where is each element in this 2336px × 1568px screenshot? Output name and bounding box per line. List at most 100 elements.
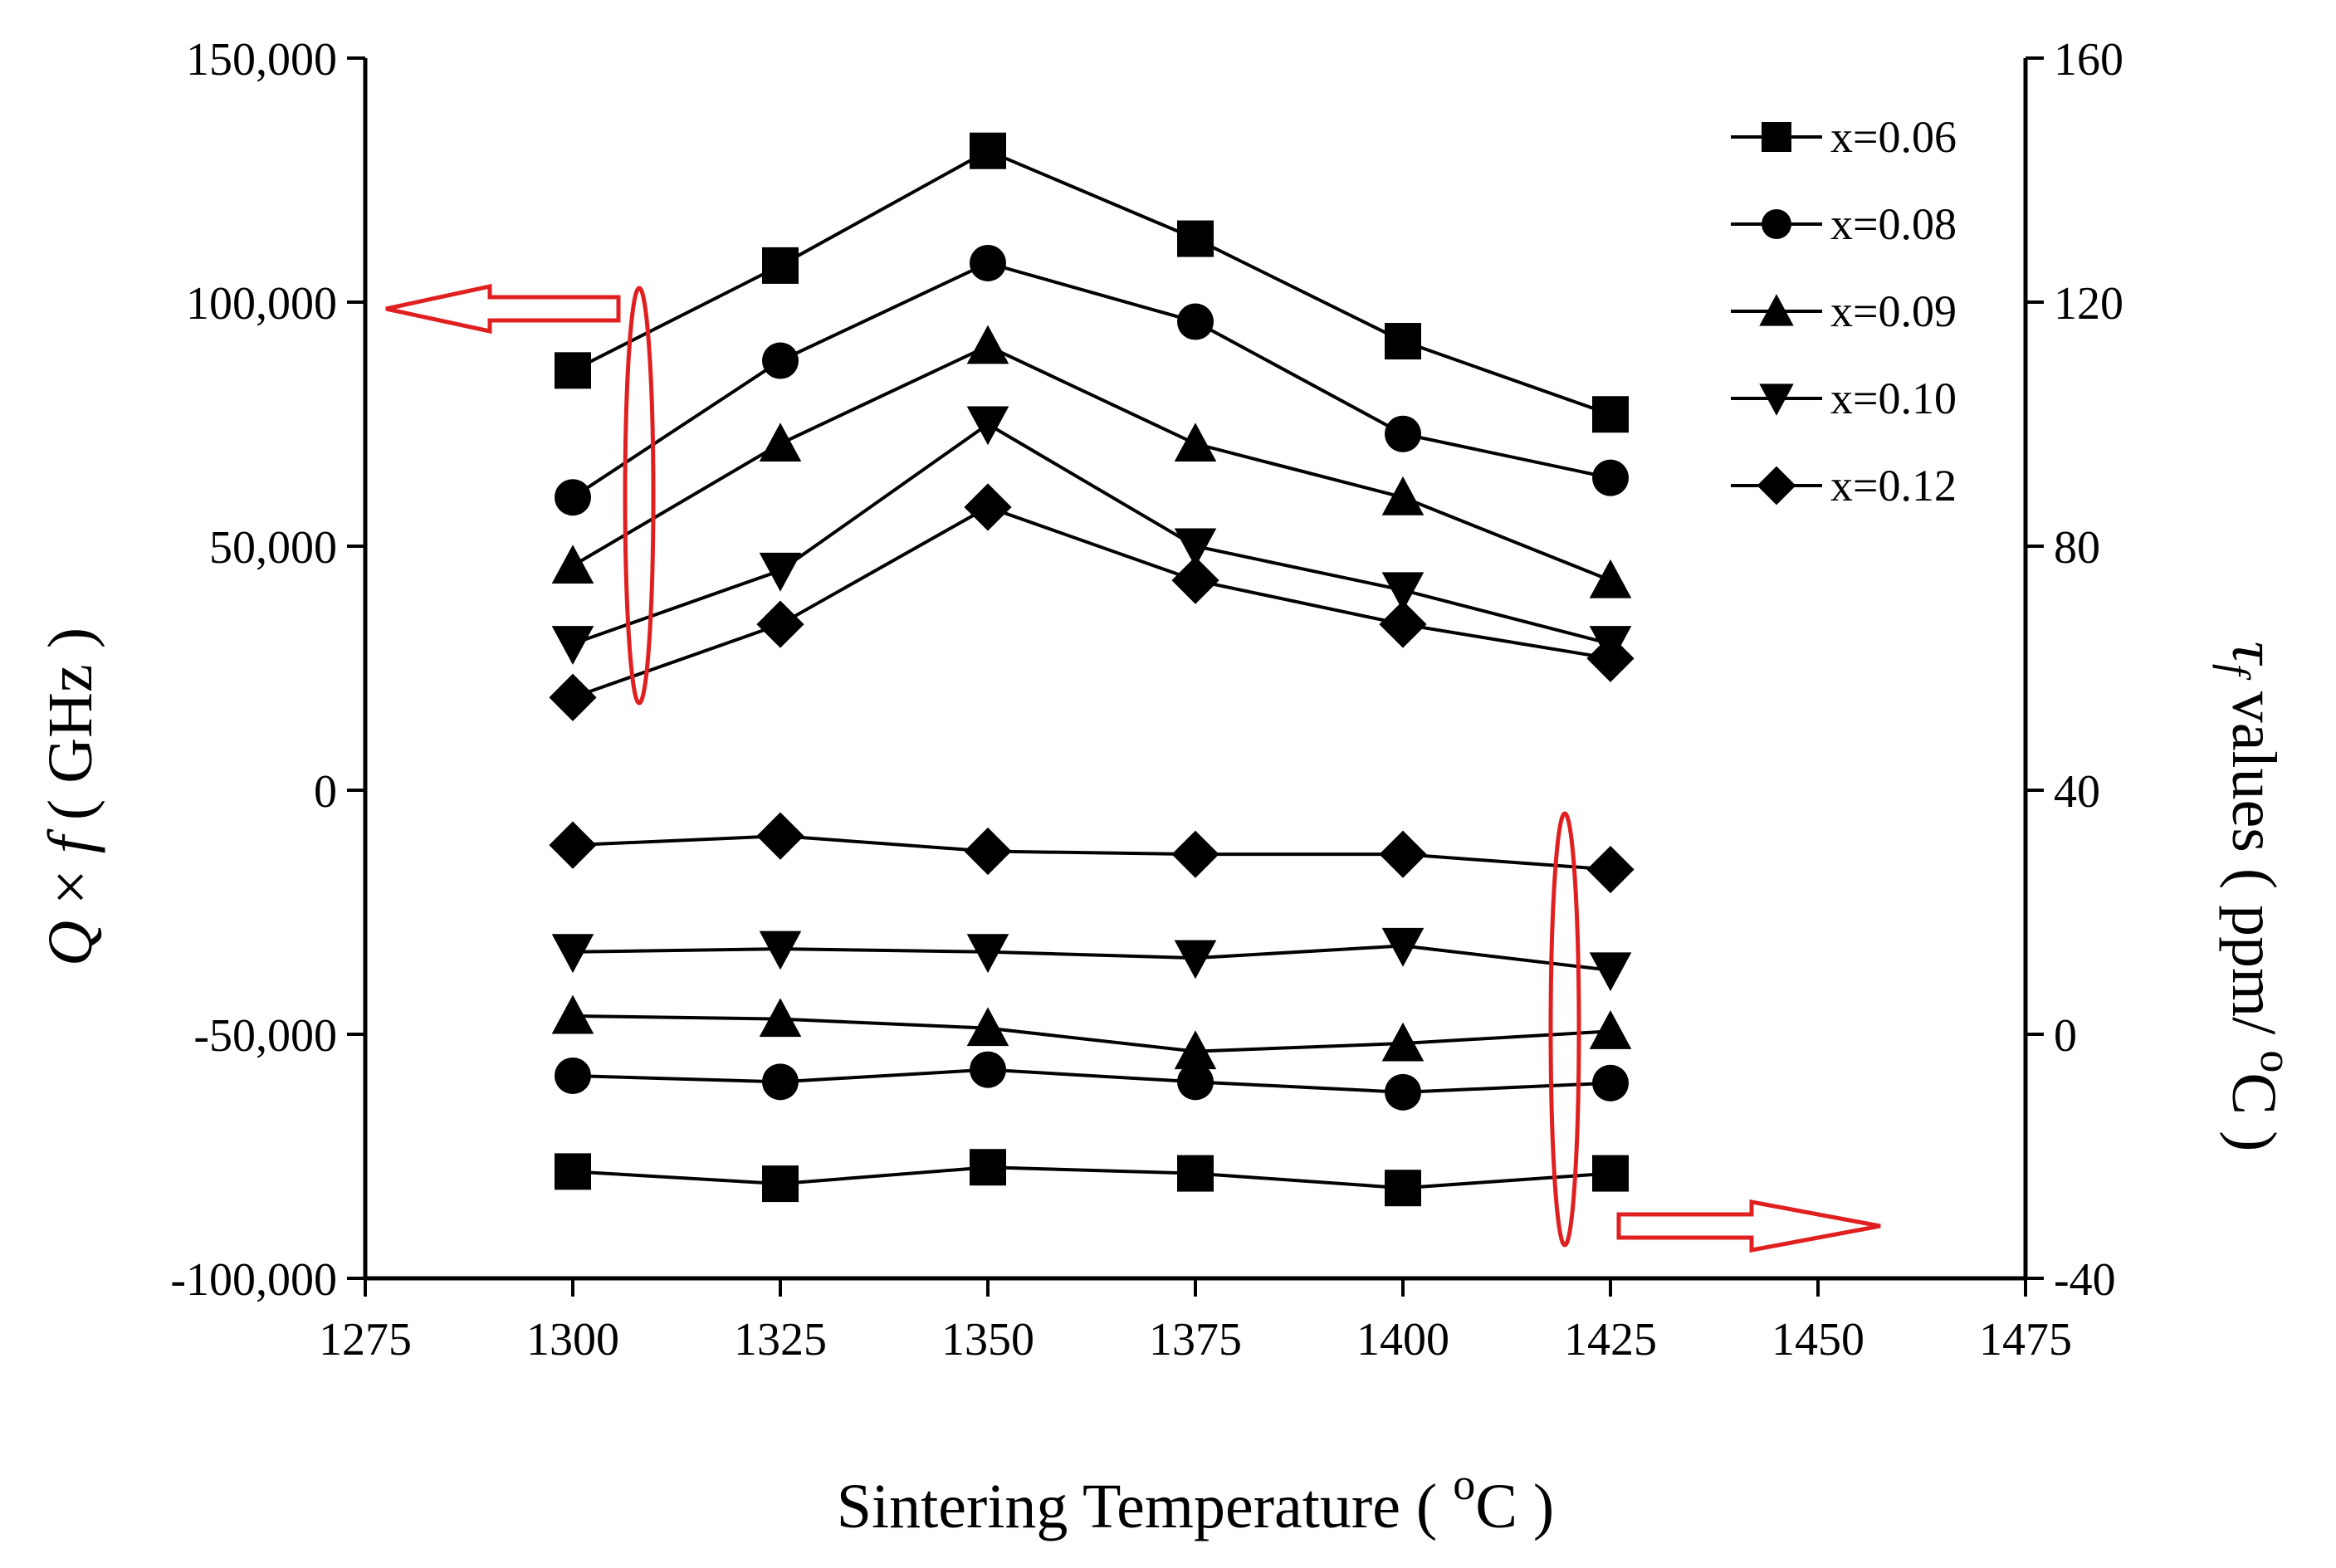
left-axis-arrow	[385, 283, 621, 335]
series-layer	[549, 132, 1635, 1207]
data-point	[1174, 528, 1217, 568]
data-point	[1385, 323, 1421, 360]
data-point	[1174, 423, 1217, 462]
data-point	[555, 1057, 591, 1094]
data-point	[966, 934, 1009, 974]
series-left-x=0.06	[555, 132, 1629, 433]
annotations	[385, 283, 1881, 1253]
data-point	[964, 483, 1012, 531]
y-axis-ticks: -100,000 -50,000 0 50,000 100,000 150,000	[170, 34, 365, 1306]
legend-label: x=0.10	[1830, 374, 1957, 423]
data-point	[549, 821, 597, 869]
y2-axis-ticks: -40 0 40 80 120 160	[2026, 34, 2123, 1306]
y-tick-label: 50,000	[209, 522, 337, 574]
y2-tick-label: 0	[2054, 1010, 2077, 1062]
right-series-ellipse	[1548, 811, 1581, 1248]
legend-item: x=0.12	[1731, 461, 1957, 510]
data-point	[1586, 634, 1635, 682]
data-point	[1171, 556, 1219, 604]
data-point	[1385, 1170, 1421, 1207]
legend-label: x=0.09	[1830, 286, 1957, 336]
x-tick-label: 1400	[1356, 1314, 1449, 1365]
data-point	[1177, 220, 1214, 257]
data-point	[1589, 559, 1632, 598]
series-right-x=0.06	[555, 1149, 1629, 1207]
data-point	[549, 673, 597, 721]
data-point	[1177, 1155, 1214, 1192]
x-axis-title: Sintering Temperature ( oC )	[837, 1459, 1554, 1541]
data-point	[966, 325, 1009, 364]
x-tick-label: 1375	[1149, 1314, 1242, 1365]
y-tick-label: 0	[314, 766, 337, 818]
series-line	[571, 344, 1611, 583]
series-line	[572, 944, 1611, 972]
data-point	[1586, 845, 1635, 894]
y-tick-label: 150,000	[186, 34, 337, 85]
data-point	[1379, 600, 1427, 648]
x-tick-label: 1350	[941, 1314, 1034, 1365]
data-point	[1592, 396, 1629, 433]
y2-tick-label: 40	[2054, 766, 2100, 818]
series-line	[572, 1165, 1611, 1190]
data-point	[759, 552, 802, 592]
data-point	[555, 479, 591, 516]
data-point	[1177, 1063, 1214, 1101]
data-point	[551, 545, 594, 584]
data-point	[555, 1153, 591, 1190]
y2-tick-label: 160	[2054, 34, 2123, 85]
data-point	[756, 812, 804, 860]
y-tick-label: -50,000	[193, 1010, 337, 1062]
legend-marker	[1757, 466, 1796, 506]
x-tick-label: 1425	[1564, 1314, 1657, 1365]
series-line	[571, 261, 1611, 499]
y2-tick-label: 120	[2054, 278, 2123, 330]
legend-label: x=0.06	[1830, 112, 1957, 162]
data-point	[1385, 415, 1421, 452]
legend-label: x=0.08	[1830, 199, 1957, 249]
series-left-x=0.08	[555, 244, 1629, 516]
data-point	[1381, 572, 1425, 612]
series-line	[572, 1067, 1611, 1094]
data-point	[1385, 1073, 1421, 1111]
data-point	[762, 1063, 799, 1101]
left-series-ellipse	[623, 286, 656, 706]
data-point	[1592, 459, 1629, 496]
data-point	[1379, 830, 1427, 878]
series-left-x=0.09	[551, 325, 1632, 598]
data-point	[551, 934, 594, 974]
data-point	[966, 406, 1009, 446]
legend-item: x=0.06	[1731, 112, 1957, 162]
series-right-x=0.08	[555, 1051, 1629, 1111]
data-point	[555, 352, 591, 389]
x-tick-label: 1300	[526, 1314, 619, 1365]
x-tick-label: 1325	[734, 1314, 827, 1365]
legend-marker	[1762, 209, 1791, 239]
x-tick-label: 1475	[1979, 1314, 2072, 1365]
data-point	[1171, 830, 1219, 878]
series-right-x=0.09	[551, 994, 1632, 1070]
data-point	[970, 132, 1006, 169]
legend: x=0.06 x=0.08 x=0.09 x=0.10 x=0.12	[1731, 112, 1957, 510]
data-point	[1174, 1030, 1217, 1070]
series-line	[572, 149, 1611, 417]
x-axis-ticks: 1275 1300 1325 1350 1375 1400 1425 1450 1475	[319, 1278, 2072, 1365]
series-line	[572, 1014, 1611, 1053]
legend-item: x=0.08	[1731, 199, 1957, 249]
data-point	[970, 1051, 1006, 1088]
data-point	[1592, 1064, 1629, 1102]
legend-item: x=0.09	[1731, 286, 1957, 336]
legend-marker	[1762, 122, 1791, 152]
series-left-x=0.12	[549, 483, 1635, 721]
data-point	[551, 994, 594, 1034]
series-line	[572, 505, 1611, 700]
data-point	[970, 244, 1006, 281]
data-point	[966, 1007, 1009, 1047]
x-tick-label: 1275	[319, 1314, 412, 1365]
legend-marker	[1759, 294, 1794, 326]
series-right-x=0.10	[551, 927, 1632, 992]
data-point	[759, 423, 802, 462]
data-point	[762, 1165, 799, 1203]
data-point	[1589, 952, 1632, 992]
data-point	[1381, 927, 1425, 967]
